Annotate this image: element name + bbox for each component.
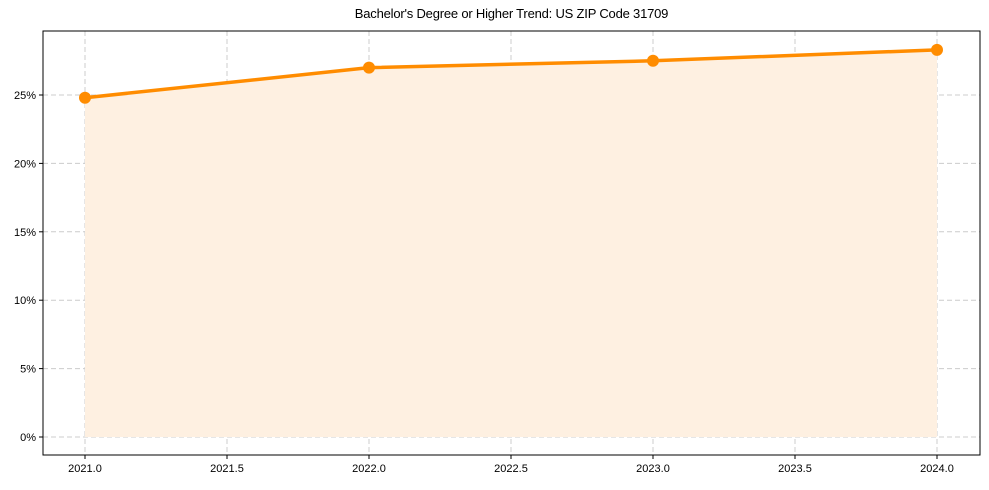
data-point-marker — [931, 43, 943, 56]
data-point-marker — [647, 54, 659, 67]
x-tick-label: 2023.0 — [636, 463, 670, 475]
y-axis: 0% 5% 10% 15% 20% 25% — [14, 90, 43, 444]
y-tick-label: 5% — [20, 364, 36, 376]
y-tick-label: 20% — [14, 158, 36, 170]
y-tick-label: 15% — [14, 227, 36, 239]
data-markers — [79, 43, 943, 104]
data-point-marker — [79, 91, 91, 104]
x-tick-label: 2021.0 — [68, 463, 102, 475]
area-fill — [85, 49, 937, 438]
y-tick-label: 25% — [14, 90, 36, 102]
x-axis: 2021.0 2021.5 2022.0 2022.5 2023.0 2023.5 2024… — [68, 455, 954, 475]
y-tick-label: 10% — [14, 295, 36, 307]
x-tick-label: 2022.5 — [494, 463, 528, 475]
x-tick-label: 2021.5 — [210, 463, 244, 475]
trend-line — [84, 48, 938, 100]
x-tick-label: 2023.5 — [778, 463, 812, 475]
data-point-marker — [363, 61, 375, 74]
chart-title: Bachelor's Degree or Higher Trend: US ZI… — [354, 6, 669, 21]
y-tick-label: 0% — [20, 432, 36, 444]
x-tick-label: 2024.0 — [920, 463, 954, 475]
x-tick-label: 2022.0 — [352, 463, 386, 475]
